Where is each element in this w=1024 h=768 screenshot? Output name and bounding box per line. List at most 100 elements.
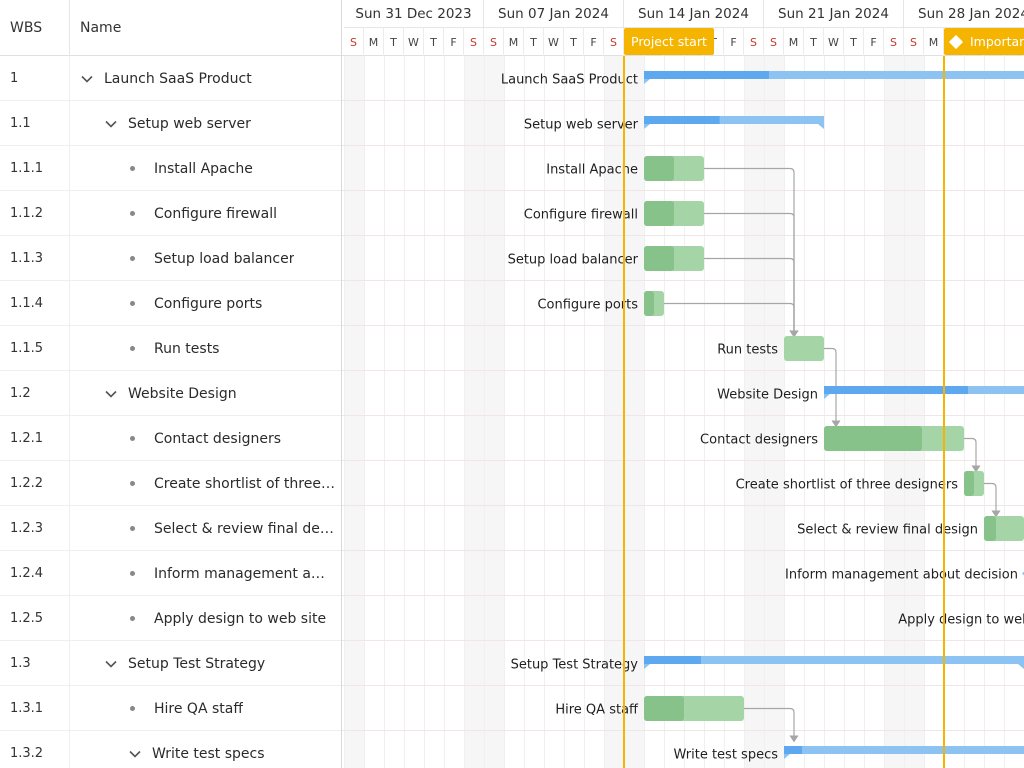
task-bar[interactable] <box>784 336 824 361</box>
task-name-label: Setup load balancer <box>154 250 295 267</box>
gantt-chart: Sun 31 Dec 2023 Sun 07 Jan 2024 Sun 14 Jan… <box>342 0 1024 768</box>
chevron-down-icon[interactable] <box>80 72 94 86</box>
summary-progress <box>644 656 701 664</box>
task-bar-label: Contact designers <box>700 433 818 448</box>
task-name-cell[interactable]: Install Apache <box>70 146 341 191</box>
dependency-link <box>984 482 997 517</box>
task-bar-label: Website Design <box>717 388 818 403</box>
weekend-shade <box>764 56 784 768</box>
week-header: Sun 28 Jan 2024 <box>904 0 1024 28</box>
day-header: T <box>844 28 864 56</box>
task-bar-label: Inform management about decision <box>785 568 1018 583</box>
table-row[interactable]: 1.2.3 Select & review final de… <box>0 506 341 551</box>
marker-flag[interactable]: Project start <box>624 28 714 55</box>
table-row[interactable]: 1.1.1 Install Apache <box>0 146 341 191</box>
diamond-icon <box>948 34 964 49</box>
chevron-down-icon[interactable] <box>104 657 118 671</box>
task-name-label: Run tests <box>154 340 220 357</box>
link-arrowhead <box>971 465 981 473</box>
task-name-label: Inform management a… <box>154 565 325 582</box>
task-name-label: Create shortlist of three… <box>154 475 335 492</box>
table-row[interactable]: 1.1.5 Run tests <box>0 326 341 371</box>
name-column-header[interactable]: Name <box>80 20 122 36</box>
timeline-body: Launch SaaS Product Setup web server Insta… <box>342 56 1024 768</box>
task-name-cell[interactable]: Write test specs <box>70 731 341 768</box>
day-header: T <box>804 28 824 56</box>
link-arrowhead <box>831 420 841 428</box>
table-row[interactable]: 1.1.3 Setup load balancer <box>0 236 341 281</box>
table-row[interactable]: 1.2.2 Create shortlist of three… <box>0 461 341 506</box>
chevron-down-icon[interactable] <box>128 747 142 761</box>
task-progress <box>964 471 974 496</box>
dependency-link <box>824 347 837 427</box>
task-name-cell[interactable]: Website Design <box>70 371 341 416</box>
marker-flag[interactable]: Important date <box>944 28 1024 55</box>
day-header: M <box>364 28 384 56</box>
wbs-cell: 1.2.5 <box>0 596 70 641</box>
task-name-cell[interactable]: Launch SaaS Product <box>70 56 341 101</box>
day-header: F <box>444 28 464 56</box>
weekend-shade <box>344 56 364 768</box>
task-name-cell[interactable]: Setup Test Strategy <box>70 641 341 686</box>
table-row[interactable]: 1.1 Setup web server <box>0 101 341 146</box>
week-header: Sun 21 Jan 2024 <box>764 0 904 28</box>
wbs-cell: 1.2.1 <box>0 416 70 461</box>
task-bar-label: Write test specs <box>674 748 779 763</box>
wbs-column-header[interactable]: WBS <box>0 0 70 56</box>
day-header: W <box>404 28 424 56</box>
table-row[interactable]: 1 Launch SaaS Product <box>0 56 341 101</box>
table-row[interactable]: 1.2.1 Contact designers <box>0 416 341 461</box>
bullet-icon <box>130 436 135 441</box>
table-row[interactable]: 1.3.1 Hire QA staff <box>0 686 341 731</box>
chevron-down-icon[interactable] <box>104 387 118 401</box>
task-name-cell[interactable]: Select & review final de… <box>70 506 341 551</box>
task-name-cell[interactable]: Contact designers <box>70 416 341 461</box>
task-name-cell[interactable]: Hire QA staff <box>70 686 341 731</box>
summary-bar[interactable] <box>784 746 1024 759</box>
dependency-link <box>704 212 795 337</box>
wbs-cell: 1.1.1 <box>0 146 70 191</box>
bullet-icon <box>130 166 135 171</box>
task-name-cell[interactable]: Setup load balancer <box>70 236 341 281</box>
wbs-cell: 1.3 <box>0 641 70 686</box>
day-header: S <box>904 28 924 56</box>
task-name-cell[interactable]: Create shortlist of three… <box>70 461 341 506</box>
day-header: W <box>824 28 844 56</box>
grid-header: WBS Name <box>0 0 341 56</box>
dependency-link <box>744 707 795 742</box>
task-bar-label: Setup load balancer <box>508 253 639 268</box>
table-row[interactable]: 1.3.2 Write test specs <box>0 731 341 768</box>
wbs-cell: 1.1.4 <box>0 281 70 326</box>
summary-progress <box>784 746 802 754</box>
bullet-icon <box>130 481 135 486</box>
wbs-cell: 1.2.4 <box>0 551 70 596</box>
marker-label: Project start <box>631 34 707 49</box>
task-grid: WBS Name 1 Launch SaaS Product 1.1 Setup we… <box>0 0 342 768</box>
task-name-cell[interactable]: Run tests <box>70 326 341 371</box>
task-name-label: Contact designers <box>154 430 282 447</box>
chevron-down-icon[interactable] <box>104 117 118 131</box>
link-arrowhead <box>789 330 799 338</box>
task-bar-label: Create shortlist of three designers <box>736 478 959 493</box>
task-name-cell[interactable]: Inform management a… <box>70 551 341 596</box>
table-row[interactable]: 1.1.4 Configure ports <box>0 281 341 326</box>
task-name-cell[interactable]: Apply design to web site <box>70 596 341 641</box>
day-header: S <box>604 28 624 56</box>
table-row[interactable]: 1.2.4 Inform management a… <box>0 551 341 596</box>
wbs-cell: 1.1.2 <box>0 191 70 236</box>
table-row[interactable]: 1.1.2 Configure firewall <box>0 191 341 236</box>
table-row[interactable]: 1.2.5 Apply design to web site <box>0 596 341 641</box>
wbs-cell: 1 <box>0 56 70 101</box>
summary-bar[interactable] <box>644 656 1024 669</box>
task-name-cell[interactable]: Configure firewall <box>70 191 341 236</box>
task-bar-label: Configure firewall <box>524 208 638 223</box>
bullet-icon <box>130 706 135 711</box>
bullet-icon <box>130 571 135 576</box>
day-header: S <box>344 28 364 56</box>
task-name-cell[interactable]: Configure ports <box>70 281 341 326</box>
task-name-cell[interactable]: Setup web server <box>70 101 341 146</box>
wbs-cell: 1.1.5 <box>0 326 70 371</box>
table-row[interactable]: 1.3 Setup Test Strategy <box>0 641 341 686</box>
table-row[interactable]: 1.2 Website Design <box>0 371 341 416</box>
summary-progress <box>824 386 968 394</box>
